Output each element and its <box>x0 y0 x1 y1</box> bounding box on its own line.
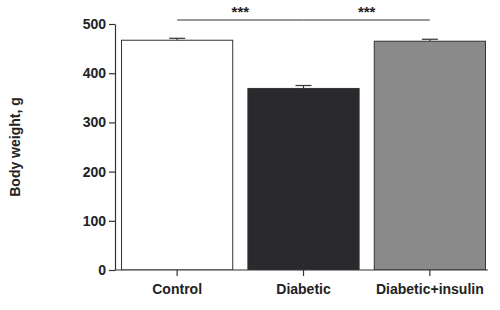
y-tick-mark <box>109 172 115 173</box>
y-tick-mark <box>109 270 115 271</box>
y-tick-mark <box>109 122 115 123</box>
x-tick: Diabetic <box>276 270 331 297</box>
y-tick-label: 0 <box>98 262 106 278</box>
y-tick-mark <box>109 24 115 25</box>
x-tick-mark <box>429 270 430 276</box>
y-axis: 0 100 200 300 400 500 <box>83 16 116 278</box>
x-tick: Diabetic+insulin <box>376 270 484 297</box>
x-tick-mark <box>177 270 178 276</box>
x-tick: Control <box>152 270 202 297</box>
x-tick-mark <box>303 270 304 276</box>
chart: 0 100 200 300 400 500 Control Diabetic Diabetic+… <box>0 0 500 310</box>
y-tick-mark <box>109 221 115 222</box>
x-axis-line <box>115 269 488 270</box>
y-tick-label: 400 <box>83 65 107 81</box>
y-tick-label: 100 <box>83 213 107 229</box>
y-tick: 100 <box>83 213 115 229</box>
x-axis: Control Diabetic Diabetic+insulin <box>115 270 488 297</box>
error-bar <box>422 39 438 41</box>
significance-label: *** <box>232 3 250 20</box>
y-tick-mark <box>109 73 115 74</box>
error-bar-cap <box>169 38 185 39</box>
bar <box>122 40 233 270</box>
y-tick: 0 <box>98 262 115 278</box>
y-axis-title: Body weight, g <box>7 97 23 197</box>
bar <box>374 41 485 270</box>
y-tick: 200 <box>83 164 115 180</box>
y-tick-label: 300 <box>83 114 107 130</box>
y-axis-line <box>115 25 116 271</box>
error-bar <box>169 38 185 40</box>
y-tick: 300 <box>83 114 115 130</box>
plot-area <box>122 38 486 270</box>
y-tick: 400 <box>83 65 115 81</box>
y-tick-label: 200 <box>83 164 107 180</box>
x-tick-label: Diabetic+insulin <box>376 281 484 297</box>
x-tick-label: Control <box>152 281 202 297</box>
error-bar-cap <box>422 39 438 40</box>
error-bar-cap <box>296 85 312 86</box>
significance-label: *** <box>358 3 376 20</box>
bar <box>248 88 359 270</box>
error-bar <box>296 86 312 89</box>
x-tick-label: Diabetic <box>276 281 331 297</box>
y-tick-label: 500 <box>83 16 107 32</box>
y-tick: 500 <box>83 16 115 32</box>
